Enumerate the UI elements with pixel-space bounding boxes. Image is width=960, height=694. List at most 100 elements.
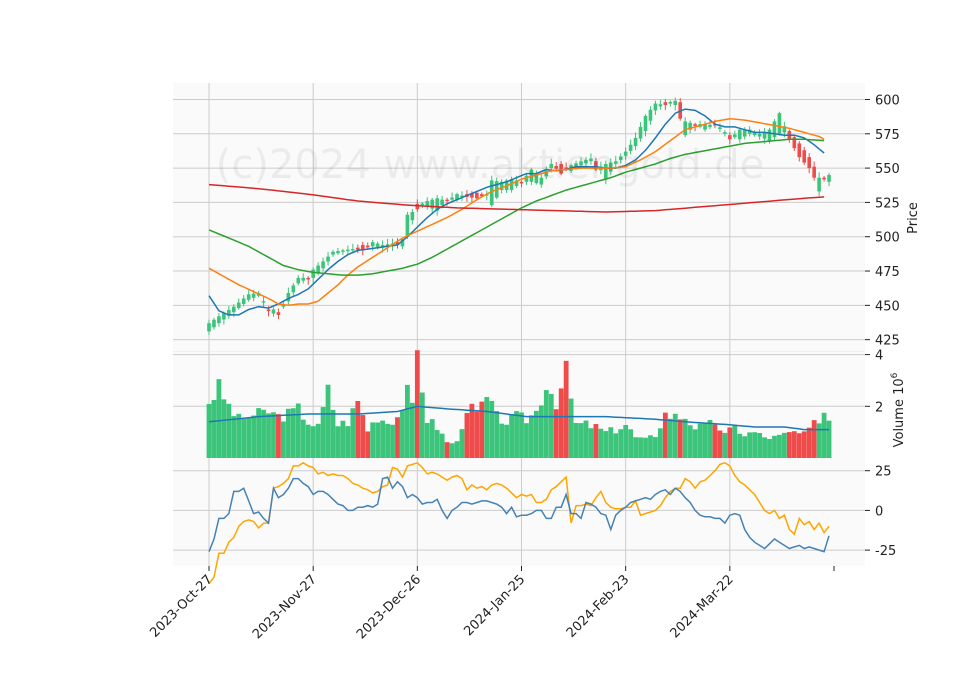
volume-bar <box>400 410 405 458</box>
volume-bar <box>340 420 346 458</box>
volume-bar <box>390 424 395 458</box>
candle-body <box>544 170 549 177</box>
candle-body <box>539 177 544 185</box>
candle-body <box>519 181 524 184</box>
candle-body <box>767 129 772 141</box>
volume-bar <box>464 413 470 458</box>
volume-ytick-label: 4 <box>875 349 883 364</box>
price-ytick-label: 550 <box>875 162 900 177</box>
price-ma-line-4 <box>208 183 825 213</box>
candle-body <box>440 199 444 206</box>
volume-bar <box>598 428 604 458</box>
candle-body <box>718 127 722 129</box>
candle-body <box>633 137 638 147</box>
x-tick-label: 2024-Feb-23 <box>564 572 633 641</box>
volume-bar <box>781 432 787 458</box>
volume-bar <box>538 405 544 458</box>
volume-bar <box>290 408 296 458</box>
candle-body <box>450 197 454 200</box>
candle-body <box>604 163 608 180</box>
volume-bar <box>687 425 693 458</box>
candle-body <box>688 122 692 130</box>
volume-bar <box>206 404 212 458</box>
volume-bar <box>821 412 827 458</box>
price-ytick-label: 475 <box>875 265 900 280</box>
candle-body <box>296 277 301 284</box>
candle-body <box>291 285 296 293</box>
candle-body <box>455 194 459 200</box>
volume-bar <box>722 432 728 458</box>
volume-bar <box>682 418 688 458</box>
volume-bar <box>295 403 301 458</box>
candle-body <box>782 126 787 133</box>
candle-body <box>822 177 826 180</box>
volume-bar <box>385 423 390 458</box>
volume-bar <box>568 398 574 458</box>
candle-body <box>321 261 325 269</box>
x-tick-label: 2023-Nov-27 <box>250 572 320 642</box>
volume-bar <box>662 412 668 458</box>
candle-body <box>430 199 435 209</box>
candle-body <box>728 135 732 140</box>
volume-bar <box>375 422 381 458</box>
volume-bar <box>305 424 311 458</box>
volume-bar <box>801 431 807 458</box>
oscillator-ytick-label: 0 <box>875 504 883 519</box>
watermark: (c)2024 www.aktiengold.de <box>216 142 764 188</box>
volume-bar <box>335 426 341 458</box>
candle-body <box>797 143 802 158</box>
candle-body <box>425 201 430 207</box>
volume-bar <box>355 401 361 458</box>
volume-bar <box>717 430 723 458</box>
volume-bar <box>747 432 753 458</box>
candle-body <box>400 239 405 247</box>
candle-body <box>370 242 375 247</box>
candle-body <box>236 302 241 309</box>
candle-body <box>643 115 648 132</box>
volume-axis-label: Volume 106 <box>890 372 907 447</box>
volume-bar <box>772 435 777 458</box>
volume-bar <box>529 415 534 458</box>
candle-body <box>574 163 578 169</box>
candle-body <box>762 131 767 139</box>
volume-bar <box>628 429 634 458</box>
volume-bar <box>593 424 599 458</box>
candle-body <box>365 245 370 248</box>
candle-body <box>653 103 658 111</box>
candle-body <box>311 269 315 278</box>
candle-body <box>375 243 380 248</box>
candle-body <box>618 156 623 160</box>
candle-body <box>301 277 306 281</box>
candle-body <box>326 256 330 262</box>
candle-body <box>251 293 256 298</box>
volume-bar <box>762 437 767 458</box>
volume-bar <box>543 390 549 458</box>
candle-body <box>351 249 355 251</box>
candle-body <box>584 159 588 164</box>
volume-bar <box>360 415 366 458</box>
volume-bar <box>672 413 678 458</box>
candle-body <box>405 214 410 237</box>
candle-body <box>673 100 678 105</box>
volume-bar <box>434 430 440 458</box>
candle-body <box>648 109 653 121</box>
volume-bar <box>479 401 485 458</box>
candle-body <box>499 181 504 191</box>
candle-body <box>246 294 251 300</box>
volume-bar <box>499 423 505 458</box>
x-tick-label: 2023-Dec-26 <box>354 572 424 642</box>
candle-body <box>732 134 737 138</box>
volume-bar <box>727 427 733 458</box>
candle-body <box>638 126 643 139</box>
candle-body <box>554 166 559 169</box>
candle-body <box>817 177 821 192</box>
x-tick-label: 2024-Jan-25 <box>461 572 528 639</box>
candle-body <box>708 124 712 127</box>
candle-body <box>346 249 350 252</box>
volume-bar <box>643 437 648 458</box>
volume-bar <box>548 393 554 458</box>
volume-bar <box>276 414 281 458</box>
volume-bar <box>454 441 460 458</box>
volume-bar <box>489 400 495 458</box>
